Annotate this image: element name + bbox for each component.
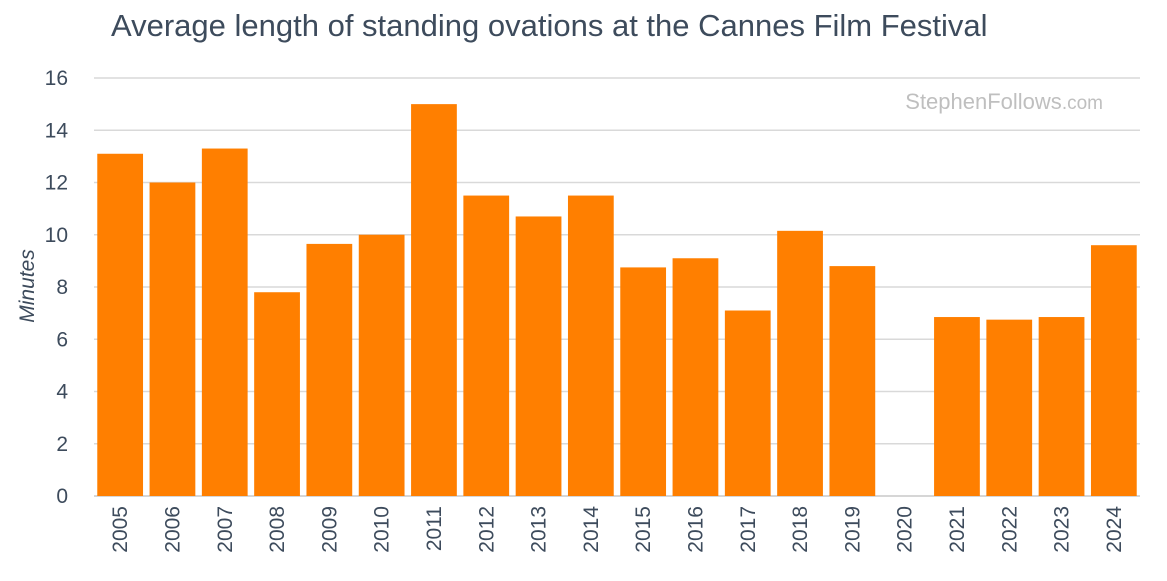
x-tick-label: 2005 xyxy=(109,506,132,553)
x-tick-label: 2013 xyxy=(528,506,551,553)
x-tick-label: 2024 xyxy=(1103,506,1126,553)
gridlines xyxy=(94,77,1140,497)
x-tick-label: 2018 xyxy=(789,506,812,553)
bar-2021 xyxy=(934,317,980,496)
x-tick-label: 2015 xyxy=(632,506,655,553)
x-tick-label: 2021 xyxy=(946,506,969,553)
bar-2011 xyxy=(411,104,457,496)
bar-2015 xyxy=(620,267,667,496)
x-tick-label: 2011 xyxy=(423,506,446,551)
bar-2016 xyxy=(672,258,719,496)
y-tick-label: 12 xyxy=(45,172,68,195)
chart-title: Average length of standing ovations at t… xyxy=(111,8,988,43)
y-tick-label: 14 xyxy=(45,119,69,142)
x-tick-label: 2019 xyxy=(841,506,864,553)
x-tick-label: 2010 xyxy=(371,506,394,553)
y-tick-label: 10 xyxy=(45,224,68,247)
x-tick-label: 2006 xyxy=(161,506,184,553)
y-tick-label: 8 xyxy=(56,276,68,299)
bar-2023 xyxy=(1038,317,1085,496)
watermark: StephenFollows.com xyxy=(905,89,1103,114)
bar-2005 xyxy=(97,153,144,496)
bar-2006 xyxy=(149,182,196,496)
x-axis-ticks: 2005 2006 2007 2008 2009 2010 2011 2012 2013 2014… xyxy=(109,506,1126,553)
x-tick-label: 2012 xyxy=(475,506,498,553)
y-tick-label: 6 xyxy=(56,328,68,351)
y-tick-label: 0 xyxy=(56,485,68,508)
bar-2013 xyxy=(515,216,562,496)
bar-2008 xyxy=(254,292,300,496)
bar-2024 xyxy=(1090,245,1137,496)
bar-2009 xyxy=(306,243,353,496)
x-tick-label: 2017 xyxy=(737,506,760,553)
y-axis-label: Minutes xyxy=(16,249,39,323)
watermark-name: StephenFollows xyxy=(905,89,1062,114)
bar-2010 xyxy=(358,234,405,496)
bar-2019 xyxy=(829,266,876,496)
bars xyxy=(97,104,1137,497)
bar-2022 xyxy=(986,319,1033,496)
bar-2014 xyxy=(567,195,614,496)
x-tick-label: 2014 xyxy=(580,506,603,553)
bar-2007 xyxy=(201,148,248,496)
x-tick-label: 2022 xyxy=(998,506,1021,553)
x-tick-label: 2020 xyxy=(894,506,917,553)
watermark-suffix: .com xyxy=(1062,93,1103,114)
bar-2017 xyxy=(724,310,771,496)
y-tick-label: 4 xyxy=(56,381,68,404)
bar-2012 xyxy=(463,195,510,496)
y-tick-label: 2 xyxy=(56,433,68,456)
y-axis-ticks: 0 2 4 6 8 10 12 14 16 xyxy=(45,67,69,508)
bar-2018 xyxy=(777,230,823,497)
x-tick-label: 2023 xyxy=(1051,506,1074,553)
x-tick-label: 2008 xyxy=(266,506,289,553)
x-tick-label: 2007 xyxy=(214,506,237,553)
x-tick-label: 2016 xyxy=(684,506,707,553)
y-tick-label: 16 xyxy=(45,67,68,90)
x-tick-label: 2009 xyxy=(318,506,341,553)
